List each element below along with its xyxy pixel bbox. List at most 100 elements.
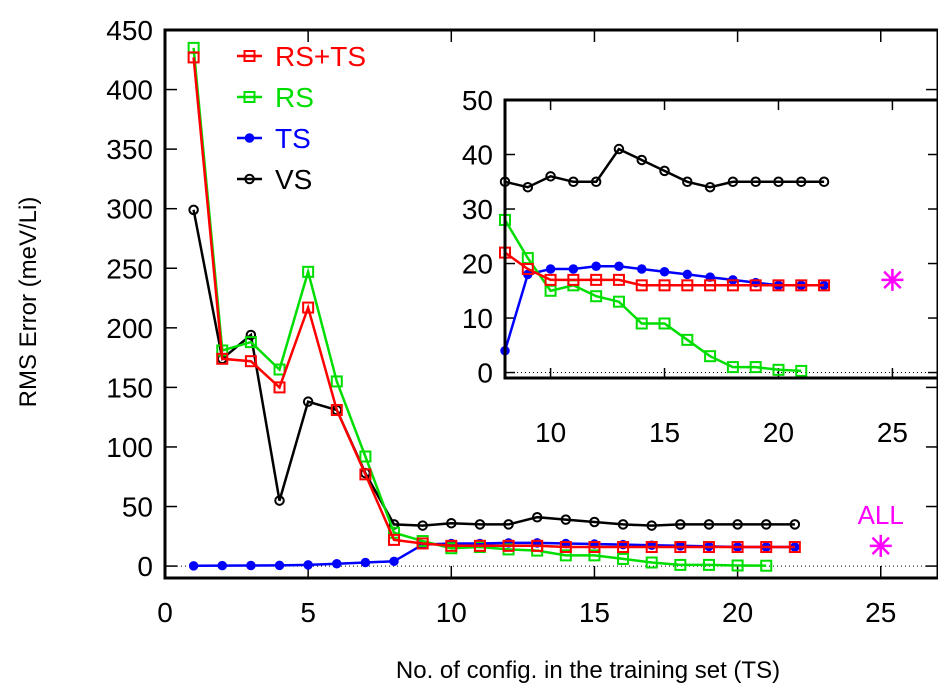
inset-x-tick-label: 20 — [763, 417, 794, 448]
y-tick-label: 400 — [106, 75, 153, 106]
inset-x-tick-label: 15 — [649, 417, 680, 448]
point-rs — [273, 363, 286, 376]
inset-point-rs-plus-ts — [726, 279, 739, 292]
legend-marker-vs — [244, 173, 255, 185]
point-rs-plus-ts — [388, 533, 401, 546]
inset-point-vs — [796, 176, 807, 188]
x-axis-label: No. of config. in the training set (TS) — [396, 657, 780, 684]
x-tick-label: 20 — [722, 597, 753, 628]
legend-item-rs: RS — [237, 82, 314, 113]
inset-point-rs — [704, 350, 717, 363]
point-rs — [244, 336, 257, 349]
inset-series-line-rs — [503, 219, 802, 373]
point-rs-plus-ts — [760, 541, 773, 554]
legend-marker-ts — [244, 133, 255, 143]
point-vs — [560, 514, 572, 525]
inset-point-vs — [818, 176, 830, 188]
inset-point-rs — [658, 317, 671, 330]
point-vs — [646, 520, 657, 531]
inset-point-rs — [726, 361, 739, 374]
y-tick-label: 50 — [122, 492, 153, 523]
inset-series-line-vs — [504, 147, 825, 189]
point-vs — [675, 519, 686, 530]
x-tick-label: 5 — [300, 597, 316, 628]
point-rs — [359, 450, 372, 463]
inset-point-rs — [681, 333, 694, 346]
point-rs — [731, 559, 744, 572]
legend-label-vs: VS — [275, 164, 312, 195]
point-ts — [188, 561, 199, 571]
y-tick-label: 300 — [106, 194, 153, 225]
inset-background — [505, 100, 938, 378]
inset-y-tick-label: 30 — [462, 194, 493, 225]
point-rs-plus-ts — [330, 404, 343, 417]
point-vs — [188, 204, 199, 216]
legend-item-rs-plus-ts: RS+TS — [237, 41, 366, 72]
y-tick-label: 200 — [106, 313, 153, 344]
point-rs — [588, 549, 601, 562]
inset-point-rs — [590, 290, 603, 303]
legend-label-rs: RS — [275, 82, 314, 113]
x-tick-label: 10 — [436, 597, 467, 628]
inset-point-ts — [636, 264, 647, 274]
point-rs-plus-ts — [244, 355, 257, 368]
inset-point-ts — [659, 266, 670, 277]
legend: RS+TS RS TS VS — [237, 41, 366, 195]
point-rs-plus-ts — [531, 539, 544, 552]
main-plot: 0 5 10 15 20 25050100150200250300350400450ALL… — [106, 15, 938, 628]
inset-point-rs-plus-ts — [567, 273, 580, 286]
inset-frame — [503, 98, 938, 380]
point-rs-plus-ts — [187, 51, 200, 64]
inset-y-tick-label: 20 — [462, 249, 493, 280]
legend-item-vs: VS — [237, 164, 312, 195]
inset-point-vs — [522, 181, 534, 193]
inset-point-all — [881, 268, 904, 291]
inset-point-rs-plus-ts — [704, 279, 717, 292]
point-rs-plus-ts — [588, 541, 601, 554]
point-rs-plus-ts — [731, 541, 744, 554]
x-tick-label: 15 — [579, 597, 610, 628]
y-tick-label: 150 — [106, 372, 153, 403]
inset-x-tick-label: 25 — [877, 417, 908, 448]
y-tick-label: 350 — [106, 134, 153, 165]
series-rs-plus-ts — [187, 51, 801, 554]
point-rs-plus-ts — [359, 468, 372, 481]
point-rs-plus-ts — [216, 352, 229, 365]
inset-point-vs — [750, 176, 761, 188]
legend-marker-rs-plus-ts — [243, 50, 256, 62]
inset-point-rs-plus-ts — [521, 262, 534, 275]
inset-point-rs — [749, 361, 762, 374]
point-vs — [302, 396, 314, 407]
point-rs — [302, 265, 315, 278]
point-vs — [589, 516, 600, 528]
inset-point-ts — [568, 264, 579, 274]
x-tick-label: 25 — [865, 597, 896, 628]
legend-item-ts: TS — [237, 123, 311, 154]
point-ts — [332, 558, 342, 569]
series-vs — [188, 204, 801, 531]
inset-y-tick-label: 40 — [462, 140, 493, 171]
annotation-all: ALL — [858, 500, 904, 530]
inset-point-ts — [614, 261, 624, 272]
inset-point-rs-plus-ts — [795, 279, 808, 292]
inset-point-vs — [636, 154, 647, 166]
point-rs — [645, 556, 658, 569]
point-rs — [617, 552, 630, 565]
y-tick-label: 0 — [137, 551, 153, 582]
inset-y-tick-label: 10 — [462, 303, 493, 334]
inset-point-rs-plus-ts — [612, 273, 625, 286]
point-vs — [760, 519, 772, 530]
point-rs-plus-ts — [702, 541, 715, 554]
inset-point-vs — [727, 176, 739, 188]
point-ts — [389, 556, 399, 567]
inset-point-vs — [613, 143, 625, 155]
y-tick-label: 250 — [106, 253, 153, 284]
point-vs — [732, 519, 743, 530]
inset-point-rs — [635, 317, 648, 330]
point-ts — [217, 560, 228, 571]
point-vs — [417, 520, 428, 531]
point-rs — [702, 558, 715, 571]
series-line-rs-plus-ts — [192, 57, 795, 549]
inset-point-vs — [704, 181, 716, 193]
series-line-vs — [192, 209, 795, 527]
